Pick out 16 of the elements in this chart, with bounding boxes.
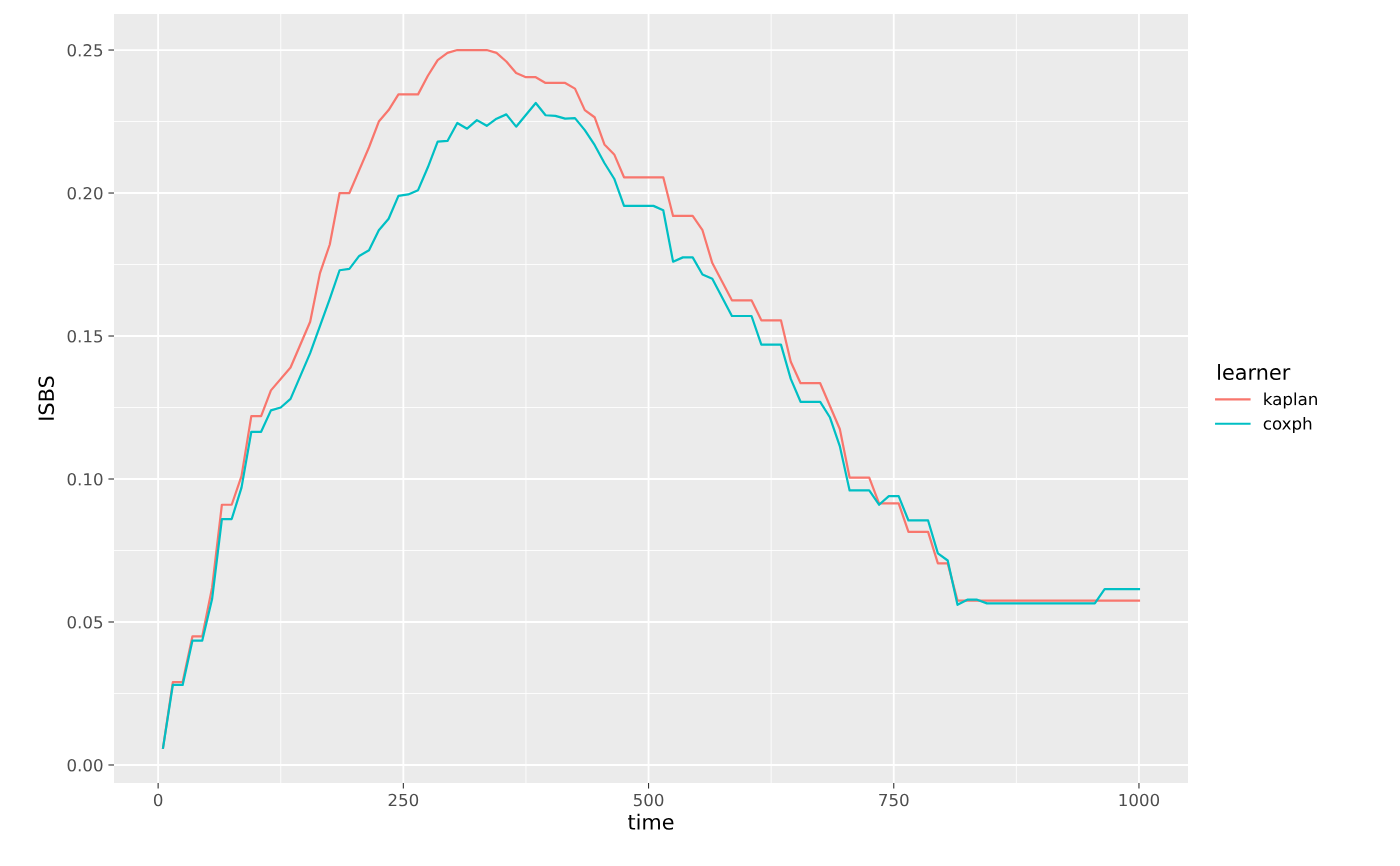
x-tick-label: 500 xyxy=(633,793,664,807)
y-tick-label: 0.20 xyxy=(67,186,103,200)
x-axis-title: time xyxy=(628,813,674,830)
y-tick-label: 0.10 xyxy=(67,472,103,486)
legend-label: coxph xyxy=(1263,416,1312,434)
x-tick-label: 0 xyxy=(153,793,163,807)
y-tick-label: 0.25 xyxy=(67,44,103,57)
legend-title: learner xyxy=(1218,363,1291,381)
y-tick-label: 0.15 xyxy=(67,329,103,343)
x-tick-label: 750 xyxy=(879,793,909,807)
legend-label: kaplan xyxy=(1264,392,1317,409)
y-tick-label: 0.00 xyxy=(67,758,103,772)
x-tick-label: 1000 xyxy=(1119,793,1160,807)
y-tick-label: 0.05 xyxy=(67,615,103,629)
x-tick-label: 250 xyxy=(388,793,419,807)
y-axis-title: ISBS xyxy=(38,376,55,420)
